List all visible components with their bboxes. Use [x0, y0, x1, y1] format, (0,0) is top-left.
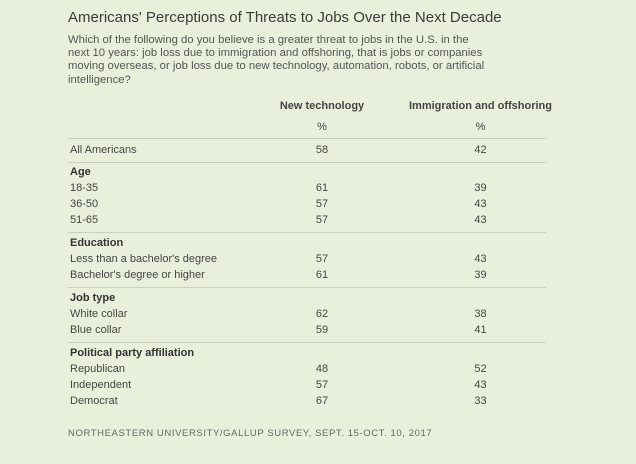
- table-row: 51-65 57 43: [68, 214, 546, 230]
- row-label: Independent: [70, 379, 132, 391]
- divider: [68, 138, 546, 139]
- immigration-offshoring-value: 43: [474, 253, 487, 265]
- immigration-offshoring-value: 39: [474, 269, 487, 281]
- divider: [68, 287, 546, 288]
- new-technology-value: 61: [315, 182, 329, 194]
- immigration-offshoring-value: 43: [474, 379, 487, 391]
- page-title: Americans' Perceptions of Threats to Job…: [68, 9, 502, 26]
- immigration-offshoring-value: 43: [474, 198, 487, 210]
- table-row: 36-50 57 43: [68, 198, 546, 214]
- unit-label-new-technology: %: [317, 121, 327, 133]
- immigration-offshoring-value: 39: [474, 182, 487, 194]
- row-label: Bachelor's degree or higher: [70, 269, 205, 281]
- new-technology-value: 57: [315, 214, 329, 226]
- unit-label-immigration-offshoring: %: [475, 121, 486, 133]
- table-row-all-americans: All Americans 58 42: [68, 144, 546, 160]
- new-technology-value: 57: [315, 198, 329, 210]
- column-header-new-technology: New technology: [279, 100, 365, 112]
- row-label: 36-50: [70, 198, 99, 210]
- table-row: White collar 62 38: [68, 308, 546, 324]
- row-label: 51-65: [70, 214, 99, 226]
- immigration-offshoring-value: 43: [474, 214, 487, 226]
- new-technology-value: 58: [315, 144, 329, 156]
- column-header-immigration-offshoring: Immigration and offshoring: [409, 100, 552, 112]
- immigration-offshoring-value: 52: [474, 363, 487, 375]
- new-technology-value: 57: [315, 253, 329, 265]
- new-technology-value: 67: [315, 395, 329, 407]
- row-label: Democrat: [70, 395, 118, 407]
- immigration-offshoring-value: 41: [474, 324, 487, 336]
- new-technology-value: 48: [315, 363, 329, 375]
- row-label: Republican: [70, 363, 126, 375]
- immigration-offshoring-value: 42: [474, 144, 487, 156]
- row-label: White collar: [70, 308, 128, 320]
- new-technology-value: 61: [315, 269, 329, 281]
- group-heading-political-party: Political party affiliation: [70, 347, 195, 359]
- new-technology-value: 62: [315, 308, 329, 320]
- divider: [68, 232, 546, 233]
- row-label: All Americans: [70, 144, 137, 156]
- table-row: Bachelor's degree or higher 61 39: [68, 269, 546, 285]
- table-row: Blue collar 59 41: [68, 324, 546, 340]
- divider: [68, 342, 546, 343]
- row-label: 18-35: [70, 182, 99, 194]
- row-label: Blue collar: [70, 324, 122, 336]
- group-heading-job-type: Job type: [70, 292, 116, 304]
- table-row: Less than a bachelor's degree 57 43: [68, 253, 546, 269]
- immigration-offshoring-value: 38: [474, 308, 487, 320]
- divider: [68, 162, 546, 163]
- source-note: NORTHEASTERN UNIVERSITY/GALLUP SURVEY, S…: [68, 428, 433, 439]
- table-row: Independent 57 43: [68, 379, 546, 395]
- immigration-offshoring-value: 33: [474, 395, 487, 407]
- table-row: Democrat 67 33: [68, 395, 546, 411]
- survey-question: Which of the following do you believe is…: [68, 34, 485, 86]
- group-heading-education: Education: [70, 237, 124, 249]
- new-technology-value: 59: [315, 324, 329, 336]
- row-label: Less than a bachelor's degree: [70, 253, 218, 265]
- table-row: Republican 48 52: [68, 363, 546, 379]
- new-technology-value: 57: [315, 379, 329, 391]
- table-row: 18-35 61 39: [68, 182, 546, 198]
- group-heading-age: Age: [70, 166, 91, 178]
